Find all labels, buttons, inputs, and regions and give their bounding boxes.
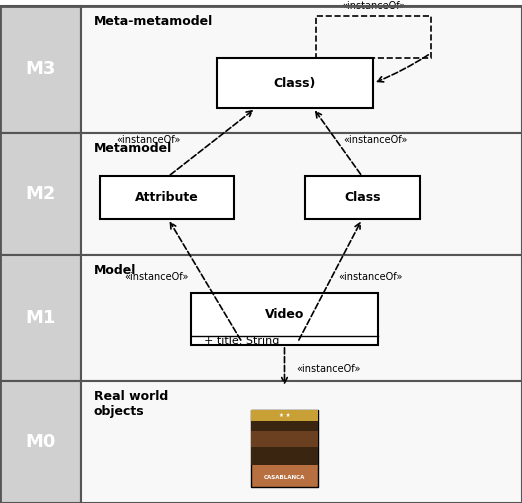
Bar bbox=[251, 432, 318, 447]
Text: Model: Model bbox=[94, 264, 136, 277]
Text: ★ ★: ★ ★ bbox=[279, 413, 290, 417]
Text: «instanceOf»: «instanceOf» bbox=[116, 135, 181, 145]
Text: M1: M1 bbox=[25, 309, 56, 327]
Text: «instanceOf»: «instanceOf» bbox=[338, 272, 403, 282]
Text: M2: M2 bbox=[25, 185, 56, 203]
Text: «instanceOf»: «instanceOf» bbox=[341, 1, 406, 11]
Text: Meta-metamodel: Meta-metamodel bbox=[94, 15, 213, 28]
Text: Class): Class) bbox=[274, 76, 316, 90]
Bar bbox=[81, 255, 522, 381]
Bar bbox=[81, 6, 522, 133]
Bar bbox=[0, 255, 81, 381]
Text: «instanceOf»: «instanceOf» bbox=[343, 135, 408, 145]
Bar bbox=[0, 381, 81, 503]
Bar bbox=[305, 177, 420, 218]
Text: Real world
objects: Real world objects bbox=[94, 390, 168, 418]
Text: M0: M0 bbox=[25, 433, 56, 451]
Text: + title: String: + title: String bbox=[204, 336, 279, 346]
Text: Metamodel: Metamodel bbox=[94, 142, 172, 155]
Bar bbox=[316, 16, 431, 58]
Text: Class: Class bbox=[345, 191, 381, 204]
Text: Attribute: Attribute bbox=[135, 191, 199, 204]
Text: «instanceOf»: «instanceOf» bbox=[296, 364, 361, 374]
Text: «instanceOf»: «instanceOf» bbox=[124, 272, 189, 282]
Bar bbox=[81, 133, 522, 255]
Bar bbox=[217, 58, 373, 108]
Bar bbox=[251, 410, 318, 487]
Text: Video: Video bbox=[265, 308, 304, 321]
Bar bbox=[191, 293, 378, 345]
Bar bbox=[0, 6, 81, 133]
Bar bbox=[251, 422, 318, 465]
Bar bbox=[251, 410, 318, 422]
Bar bbox=[0, 133, 81, 255]
Bar bbox=[100, 177, 234, 218]
Text: CASABLANCA: CASABLANCA bbox=[264, 475, 305, 480]
Bar bbox=[81, 381, 522, 503]
Text: M3: M3 bbox=[25, 60, 56, 78]
